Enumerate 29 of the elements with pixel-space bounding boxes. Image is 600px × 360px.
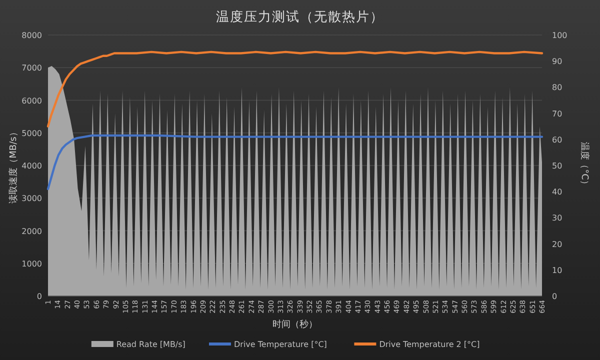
y-tick-label: 6000 xyxy=(22,96,42,106)
y-tick-label: 4000 xyxy=(22,162,42,170)
y2-tick-label: 30 xyxy=(552,214,562,223)
y2-tick-label: 50 xyxy=(552,162,562,170)
y2-tick-label: 0 xyxy=(552,292,558,301)
y-tick-label: 1000 xyxy=(22,259,42,268)
y2-tick-label: 10 xyxy=(552,266,562,275)
y2-tick-label: 90 xyxy=(552,57,562,66)
y-tick-label: 8000 xyxy=(22,31,42,40)
legend-label: Drive Temperature 2 [°C] xyxy=(379,340,480,349)
legend-label: Drive Temperature [°C] xyxy=(234,340,327,349)
y2-tick-label: 60 xyxy=(552,135,562,144)
y-tick-label: 3000 xyxy=(22,194,42,204)
y2-tick-label: 20 xyxy=(552,240,562,249)
y2-tick-label: 100 xyxy=(552,31,568,40)
line-series xyxy=(46,134,544,190)
y-tick-label: 7000 xyxy=(22,64,42,73)
y-tick-label: 0 xyxy=(36,292,42,301)
legend-label: Read Rate [MB/s] xyxy=(116,340,186,349)
y-tick-label: 5000 xyxy=(22,128,42,138)
y2-tick-label: 40 xyxy=(552,188,562,197)
x-axis-title: 时间（秒） xyxy=(272,319,318,330)
line-series xyxy=(46,50,544,128)
y-tick-label: 2000 xyxy=(22,226,42,236)
y2-tick-label: 70 xyxy=(552,109,562,118)
y2-tick-label: 80 xyxy=(552,83,562,92)
y-axis-title: 读取速度（MB/s） xyxy=(8,128,19,204)
chart-title: 温度压力测试（无散热片） xyxy=(216,9,384,25)
y2-axis-title: 温度（°C） xyxy=(579,142,590,189)
